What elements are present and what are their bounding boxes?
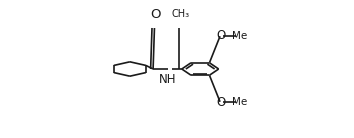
Text: Me: Me: [232, 97, 247, 108]
Text: CH₃: CH₃: [172, 9, 190, 19]
Text: O: O: [150, 8, 160, 21]
Text: Me: Me: [232, 30, 247, 41]
Text: NH: NH: [159, 73, 177, 86]
Text: O: O: [217, 29, 226, 42]
Text: O: O: [217, 96, 226, 109]
